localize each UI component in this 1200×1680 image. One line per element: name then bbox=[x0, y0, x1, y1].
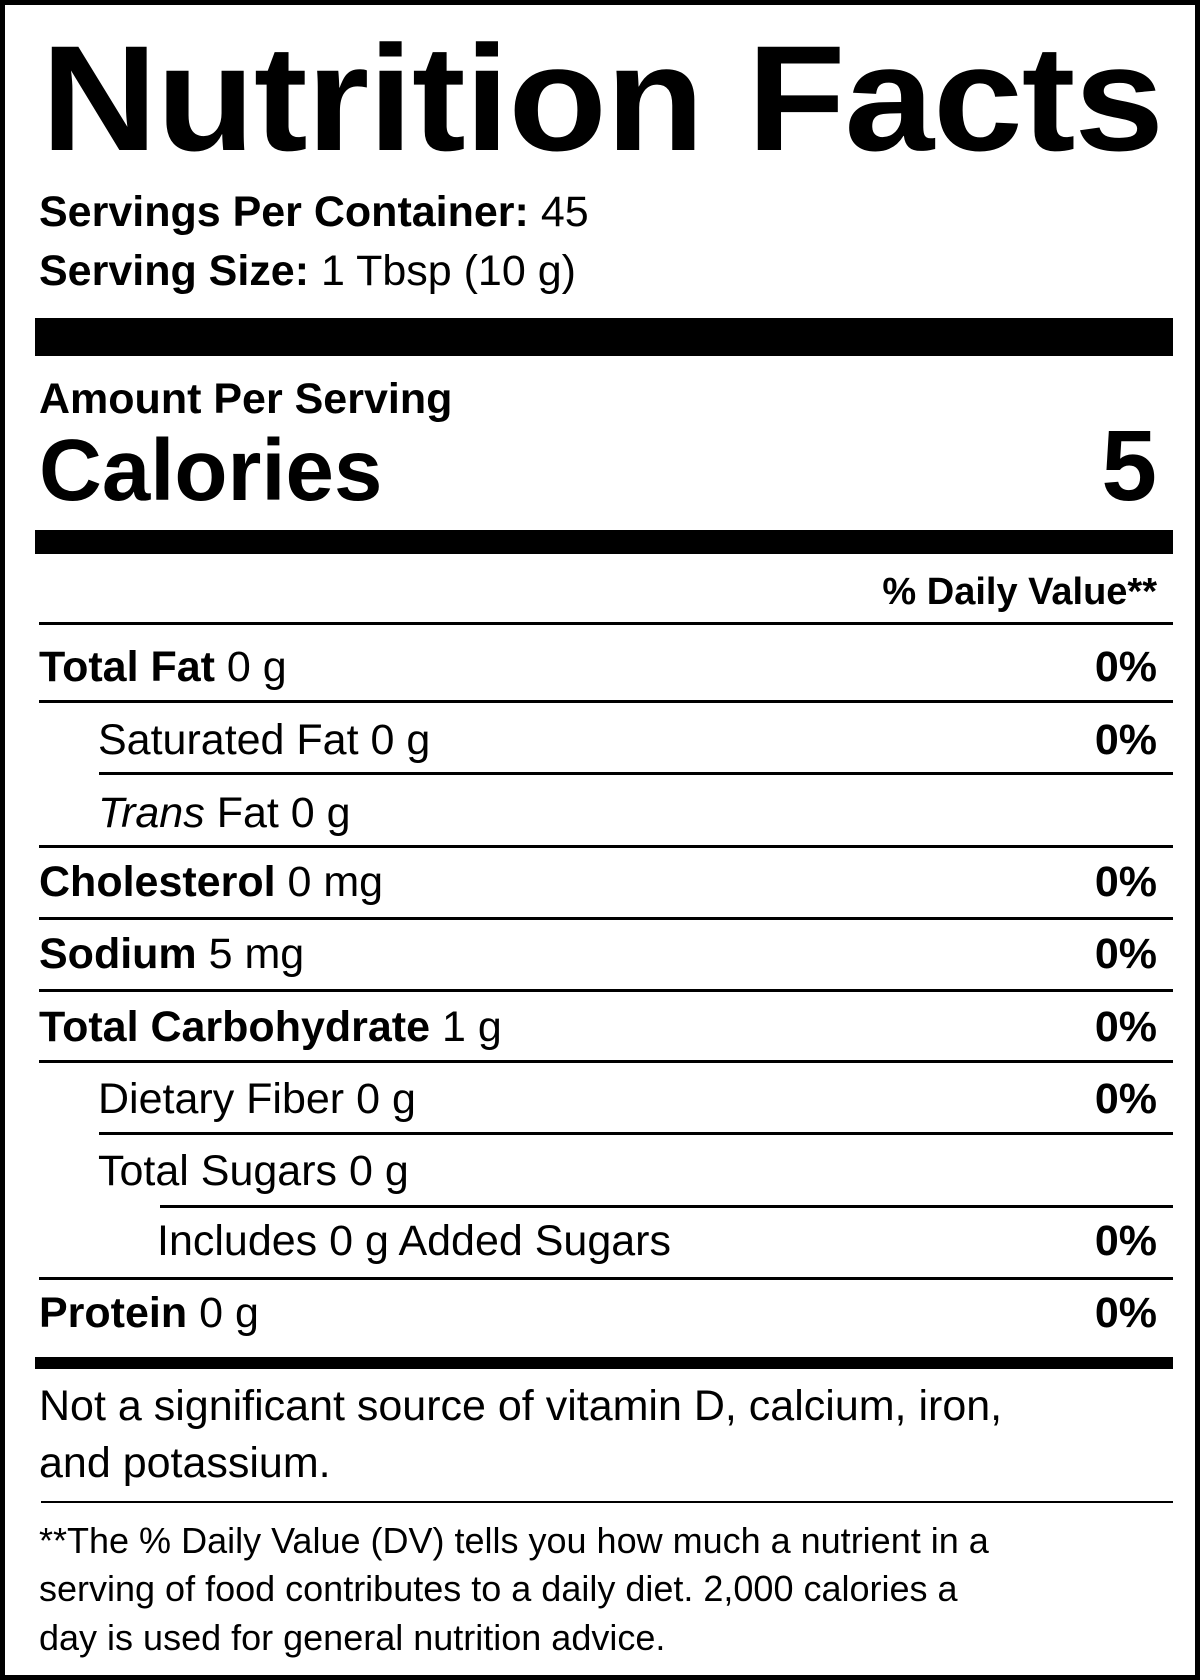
thick-divider bbox=[35, 318, 1173, 356]
servings-per-container-value: 45 bbox=[540, 188, 589, 236]
nutrient-amount: 0 g bbox=[290, 789, 351, 837]
nutrient-sodium: Sodium 5 mg bbox=[39, 933, 304, 976]
nutrient-name: Cholesterol bbox=[39, 858, 276, 906]
row-divider bbox=[39, 622, 1173, 625]
servings-per-container-label: Servings Per Container: bbox=[39, 188, 529, 236]
nutrient-amount: 0 mg bbox=[287, 858, 384, 906]
nutrient-cholesterol: Cholesterol 0 mg bbox=[39, 861, 383, 904]
serving-size: Serving Size: 1 Tbsp (10 g) bbox=[39, 250, 576, 293]
nutrient-trans-fat: Trans Fat 0 g bbox=[98, 792, 351, 835]
vitamins-footnote-line: and potassium. bbox=[39, 1439, 331, 1487]
nutrient-amount: 0 g bbox=[348, 1147, 409, 1195]
nutrient-amount: 0 g bbox=[226, 643, 287, 691]
calories-label: Calories bbox=[39, 422, 383, 519]
row-divider bbox=[39, 845, 1173, 848]
nutrient-name: Fat bbox=[216, 789, 279, 837]
nutrient-amount: 1 g bbox=[441, 1003, 502, 1051]
footnote-divider bbox=[41, 1501, 1173, 1503]
amount-per-serving: Amount Per Serving bbox=[39, 375, 453, 423]
nutrient-protein: Protein 0 g bbox=[39, 1292, 259, 1335]
nutrient-name-italic: Trans bbox=[98, 789, 205, 837]
nutrient-added-sugars: Includes 0 g Added Sugars bbox=[157, 1217, 671, 1265]
row-divider bbox=[39, 917, 1173, 920]
nutrient-name: Total Sugars bbox=[98, 1147, 338, 1195]
nutrient-total-fat: Total Fat 0 g bbox=[39, 646, 287, 689]
nutrient-dv: 0% bbox=[1094, 643, 1157, 691]
nutrient-total-sugars: Total Sugars 0 g bbox=[98, 1150, 409, 1193]
nutrient-name: Total Fat bbox=[39, 643, 215, 691]
dv-footnote-line: **The % Daily Value (DV) tells you how m… bbox=[39, 1520, 989, 1561]
nutrient-name: Saturated Fat bbox=[98, 716, 359, 764]
nutrient-dv: 0% bbox=[1094, 716, 1157, 764]
nutrient-amount: 5 mg bbox=[208, 930, 305, 978]
nutrient-dv: 0% bbox=[1094, 1217, 1157, 1265]
row-divider bbox=[39, 989, 1173, 992]
dv-footnote-line: day is used for general nutrition advice… bbox=[39, 1617, 666, 1658]
row-divider bbox=[39, 700, 1173, 703]
dv-footnote-line: serving of food contributes to a daily d… bbox=[39, 1568, 958, 1609]
nutrient-name: Dietary Fiber bbox=[98, 1075, 345, 1123]
medium-divider bbox=[35, 530, 1173, 554]
nutrient-amount: 0 g bbox=[370, 716, 431, 764]
calories-value: 5 bbox=[1101, 410, 1157, 522]
nutrient-name: Sodium bbox=[39, 930, 197, 978]
row-divider bbox=[39, 1060, 1173, 1063]
nutrient-dv: 0% bbox=[1094, 1289, 1157, 1337]
nutrient-amount: 0 g bbox=[356, 1075, 416, 1123]
nutrient-dv: 0% bbox=[1094, 1075, 1157, 1123]
nutrient-amount: 0 g bbox=[199, 1289, 259, 1337]
nutrient-saturated-fat: Saturated Fat 0 g bbox=[98, 719, 430, 762]
row-divider bbox=[99, 772, 1173, 775]
nutrient-name: Total Carbohydrate bbox=[39, 1003, 431, 1051]
vitamins-footnote-line: Not a significant source of vitamin D, c… bbox=[39, 1382, 1003, 1430]
nutrient-dv: 0% bbox=[1094, 858, 1157, 906]
row-divider bbox=[160, 1205, 1173, 1208]
row-divider bbox=[39, 1277, 1173, 1280]
servings-per-container: Servings Per Container: 45 bbox=[39, 191, 589, 234]
nutrient-dv: 0% bbox=[1094, 930, 1157, 978]
thick-divider bbox=[35, 1357, 1173, 1369]
row-divider bbox=[99, 1132, 1173, 1135]
nutrient-dv: 0% bbox=[1094, 1003, 1157, 1051]
label-title: Nutrition Facts bbox=[41, 14, 1164, 182]
serving-size-label: Serving Size: bbox=[39, 247, 310, 295]
nutrient-dietary-fiber: Dietary Fiber 0 g bbox=[98, 1078, 416, 1121]
nutrient-total-carbohydrate: Total Carbohydrate 1 g bbox=[39, 1006, 502, 1049]
serving-size-value: 1 Tbsp (10 g) bbox=[320, 247, 576, 295]
daily-value-header: % Daily Value** bbox=[882, 571, 1157, 613]
nutrient-name: Protein bbox=[39, 1289, 188, 1337]
